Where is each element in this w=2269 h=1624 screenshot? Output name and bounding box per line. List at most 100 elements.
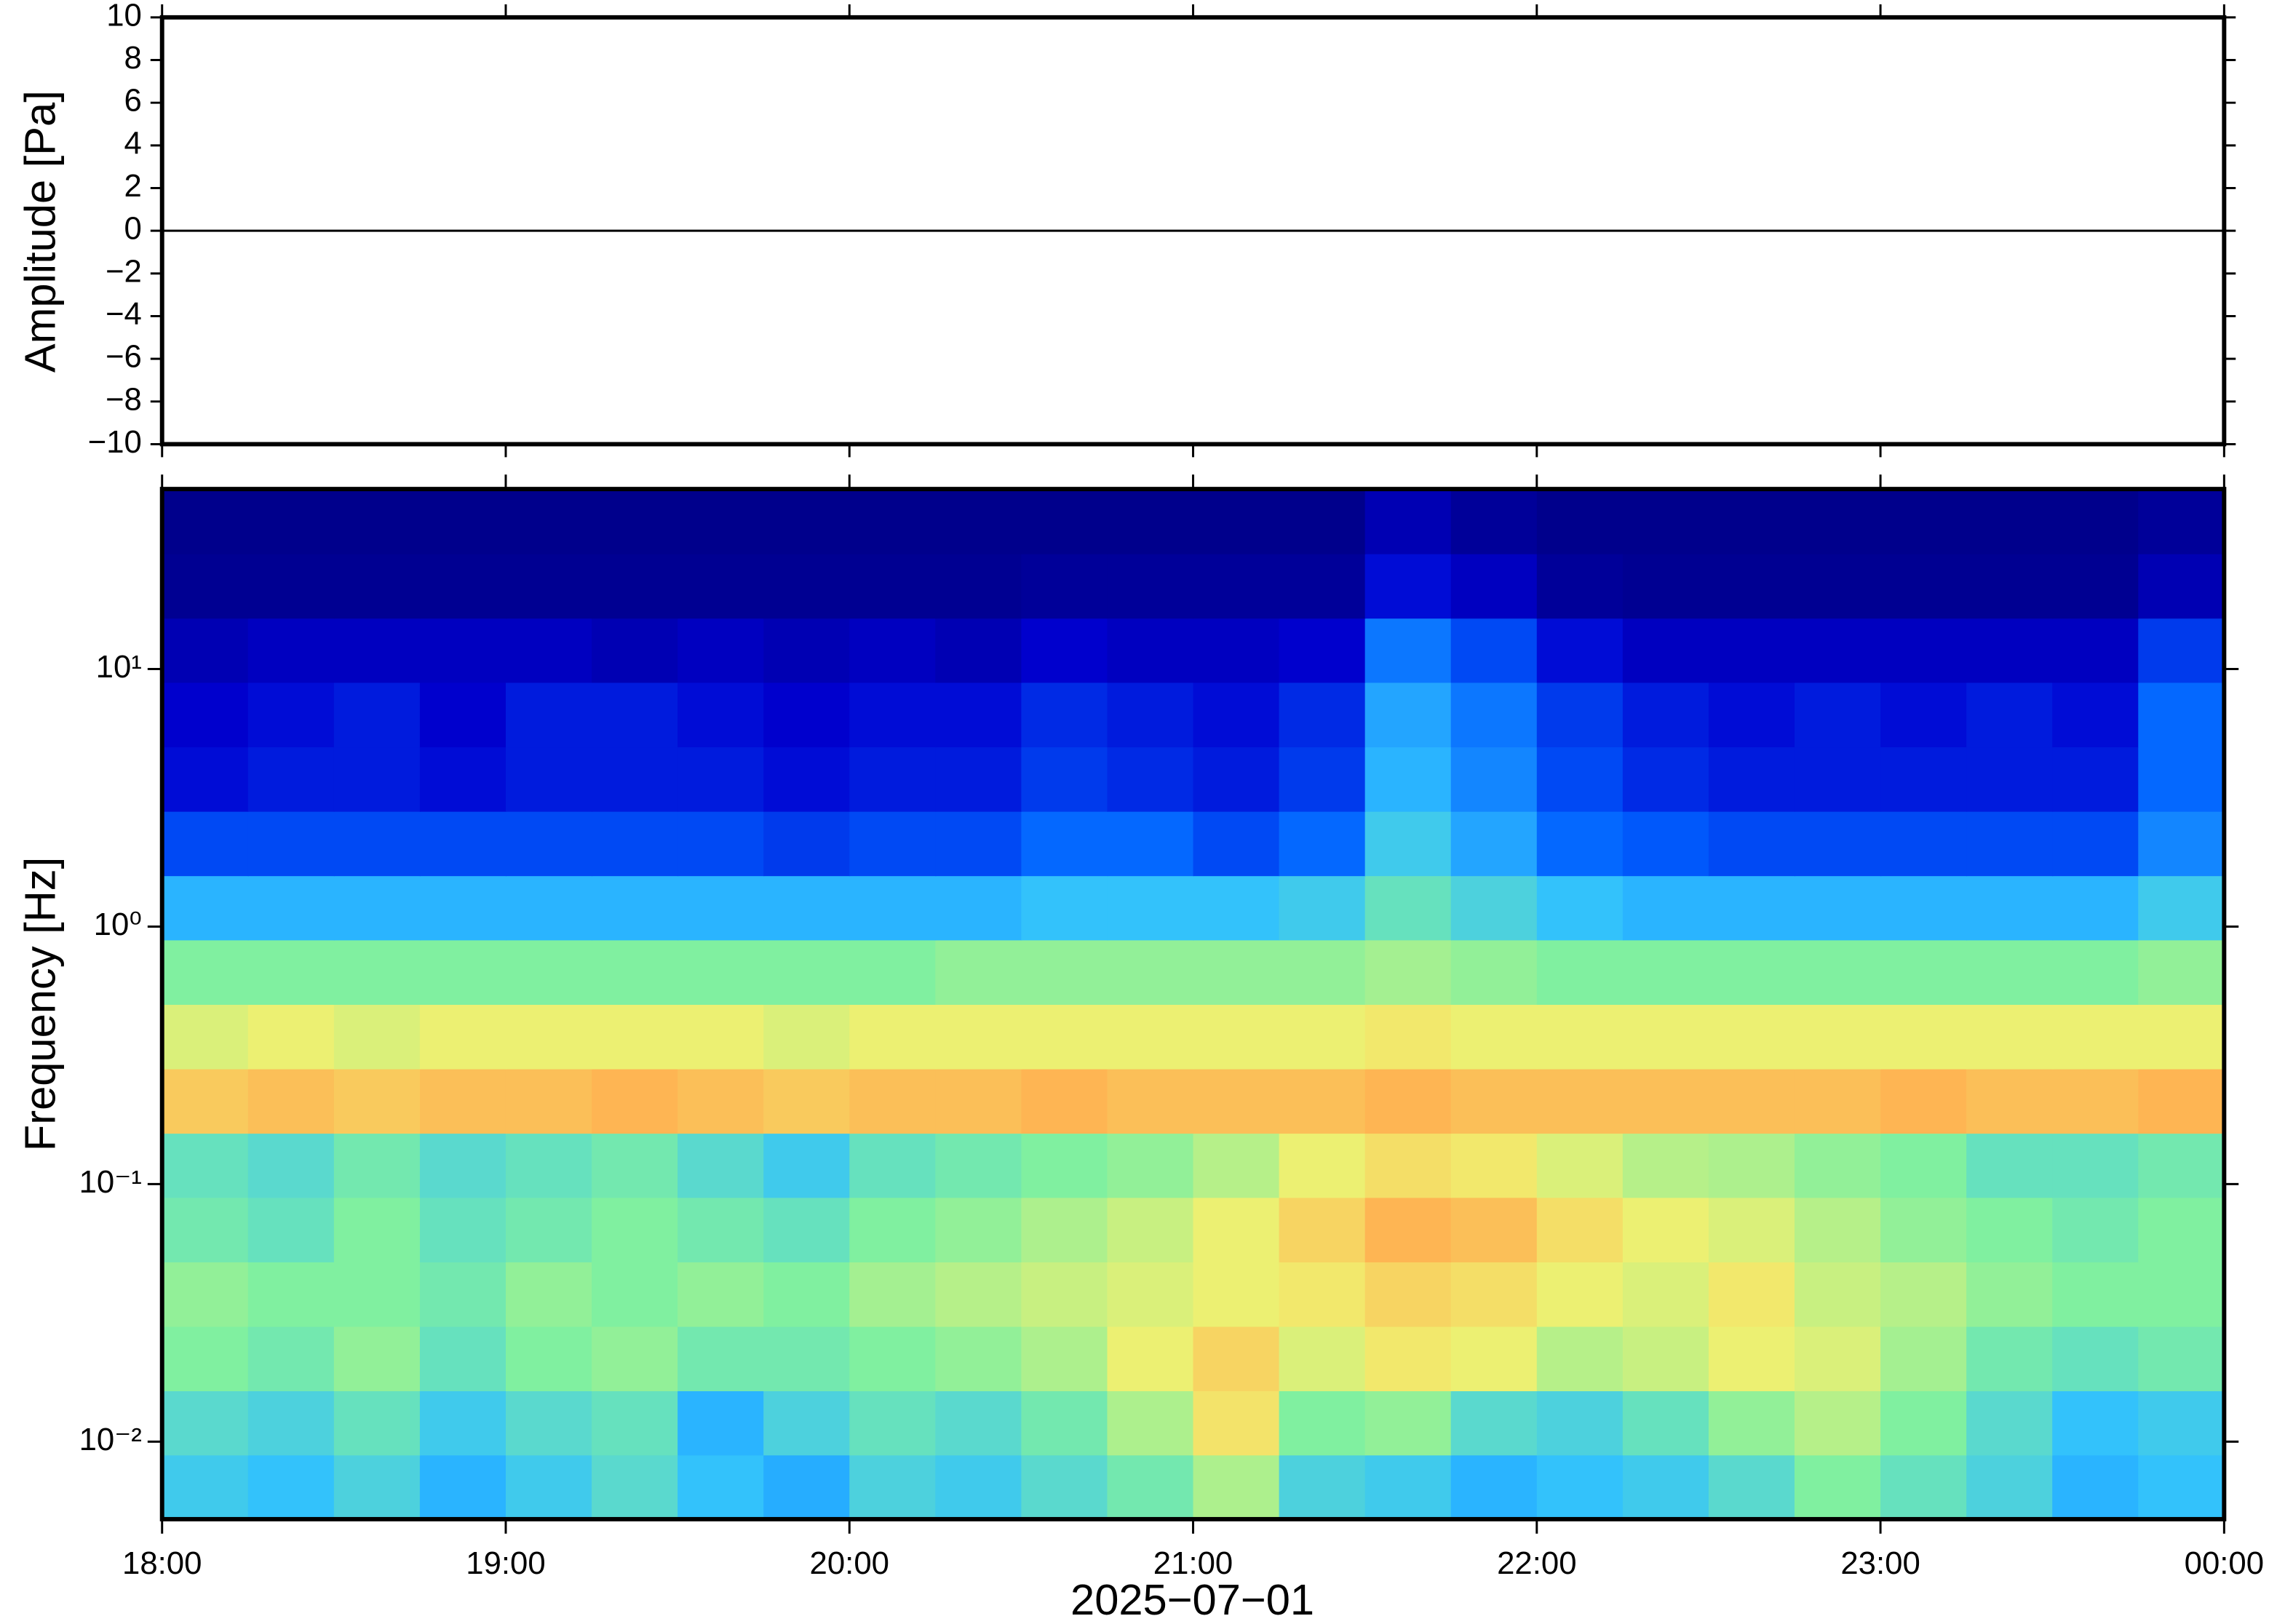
heatmap-cell — [1536, 553, 1624, 619]
heatmap-cell — [1364, 1390, 1452, 1456]
y-tick-label: 8 — [124, 40, 142, 76]
heatmap-cell — [763, 1390, 851, 1456]
heatmap-cell — [1021, 553, 1108, 619]
heatmap-cell — [1966, 939, 2054, 1006]
heatmap-cell — [1450, 939, 1538, 1006]
heatmap-cell — [1880, 1454, 1968, 1520]
heatmap-cell — [505, 618, 593, 683]
heatmap-cell — [1880, 811, 1968, 877]
heatmap-cell — [333, 1197, 421, 1262]
heatmap-cell — [763, 1068, 851, 1134]
heatmap-cell — [592, 1326, 679, 1392]
heatmap-cell — [1708, 939, 1796, 1006]
heatmap-cell — [1450, 553, 1538, 619]
heatmap-cell — [1880, 553, 1968, 619]
heatmap-cell — [333, 489, 421, 554]
heatmap-cell — [935, 1068, 1022, 1134]
heatmap-cell — [1021, 747, 1108, 812]
heatmap-cell — [1279, 1197, 1366, 1262]
y-tick-label: 10⁻¹ — [79, 1164, 142, 1200]
heatmap-cell — [677, 875, 765, 941]
heatmap-cell — [935, 682, 1022, 748]
heatmap-cell — [419, 1390, 506, 1456]
heatmap-cell — [1966, 682, 2054, 748]
heatmap-cell — [1622, 489, 1709, 554]
heatmap-cell — [1021, 811, 1108, 877]
heatmap-cell — [677, 747, 765, 812]
heatmap-cell — [247, 875, 335, 941]
heatmap-cell — [1279, 682, 1366, 748]
heatmap-cell — [763, 489, 851, 554]
heatmap-cell — [677, 553, 765, 619]
heatmap-cell — [1622, 682, 1709, 748]
heatmap-cell — [1536, 811, 1624, 877]
heatmap-cell — [1279, 1390, 1366, 1456]
heatmap-cell — [677, 1390, 765, 1456]
heatmap-cell — [1966, 1133, 2054, 1198]
heatmap-cell — [1536, 1004, 1624, 1070]
heatmap-cell — [849, 747, 937, 812]
heatmap-cell — [162, 1390, 249, 1456]
heatmap-cell — [849, 1454, 937, 1520]
heatmap-cell — [2138, 618, 2225, 683]
y-tick-label: −2 — [106, 253, 142, 289]
heatmap-cell — [935, 1261, 1022, 1327]
heatmap-cell — [677, 1133, 765, 1198]
heatmap-cell — [1536, 682, 1624, 748]
heatmap-cell — [1021, 1454, 1108, 1520]
heatmap-cell — [763, 618, 851, 683]
heatmap-cell — [1450, 811, 1538, 877]
heatmap-cell — [677, 1454, 765, 1520]
heatmap-cell — [1708, 1004, 1796, 1070]
heatmap-cell — [763, 1454, 851, 1520]
heatmap-cell — [1622, 1261, 1709, 1327]
heatmap-cell — [1708, 747, 1796, 812]
heatmap-cell — [1279, 875, 1366, 941]
heatmap-cell — [162, 1261, 249, 1327]
heatmap-cell — [849, 553, 937, 619]
y-axis-label: Frequency [Hz] — [15, 857, 64, 1151]
heatmap-cell — [2052, 1261, 2139, 1327]
heatmap-cell — [247, 1004, 335, 1070]
heatmap-cell — [1880, 1068, 1968, 1134]
heatmap-cell — [763, 1133, 851, 1198]
heatmap-cell — [677, 1197, 765, 1262]
heatmap-cell — [849, 939, 937, 1006]
heatmap-cell — [849, 1261, 937, 1327]
heatmap-cell — [1536, 1133, 1624, 1198]
heatmap-cell — [247, 1326, 335, 1392]
heatmap-cell — [677, 1004, 765, 1070]
heatmap-cell — [1622, 1197, 1709, 1262]
heatmap-cell — [935, 1133, 1022, 1198]
heatmap-cell — [1193, 1068, 1280, 1134]
y-tick-label: 2 — [124, 168, 142, 204]
heatmap-cell — [1622, 1454, 1709, 1520]
heatmap-cell — [849, 1390, 937, 1456]
heatmap-cell — [333, 811, 421, 877]
heatmap-cell — [1795, 1390, 1882, 1456]
heatmap-cell — [1622, 1004, 1709, 1070]
heatmap-cell — [592, 1261, 679, 1327]
heatmap-cell — [1795, 1068, 1882, 1134]
heatmap-cell — [1708, 682, 1796, 748]
heatmap-cell — [1021, 1133, 1108, 1198]
heatmap-cell — [2052, 875, 2139, 941]
heatmap-cell — [1536, 489, 1624, 554]
heatmap-cell — [1364, 1004, 1452, 1070]
heatmap-cell — [333, 1068, 421, 1134]
heatmap-cell — [2138, 1068, 2225, 1134]
heatmap-cell — [1450, 1261, 1538, 1327]
heatmap-cell — [333, 553, 421, 619]
heatmap-cell — [1107, 1068, 1194, 1134]
heatmap-cell — [333, 939, 421, 1006]
heatmap-cell — [247, 1068, 335, 1134]
heatmap-cell — [2138, 811, 2225, 877]
heatmap-cell — [247, 1390, 335, 1456]
heatmap-cell — [419, 553, 506, 619]
heatmap-cell — [1450, 1004, 1538, 1070]
heatmap-cell — [505, 1197, 593, 1262]
heatmap-cell — [2138, 489, 2225, 554]
heatmap-cell — [162, 553, 249, 619]
heatmap-cell — [1193, 1390, 1280, 1456]
heatmap-cell — [849, 682, 937, 748]
